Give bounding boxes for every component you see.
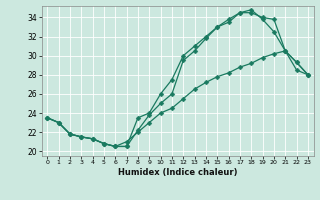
X-axis label: Humidex (Indice chaleur): Humidex (Indice chaleur) [118, 168, 237, 177]
